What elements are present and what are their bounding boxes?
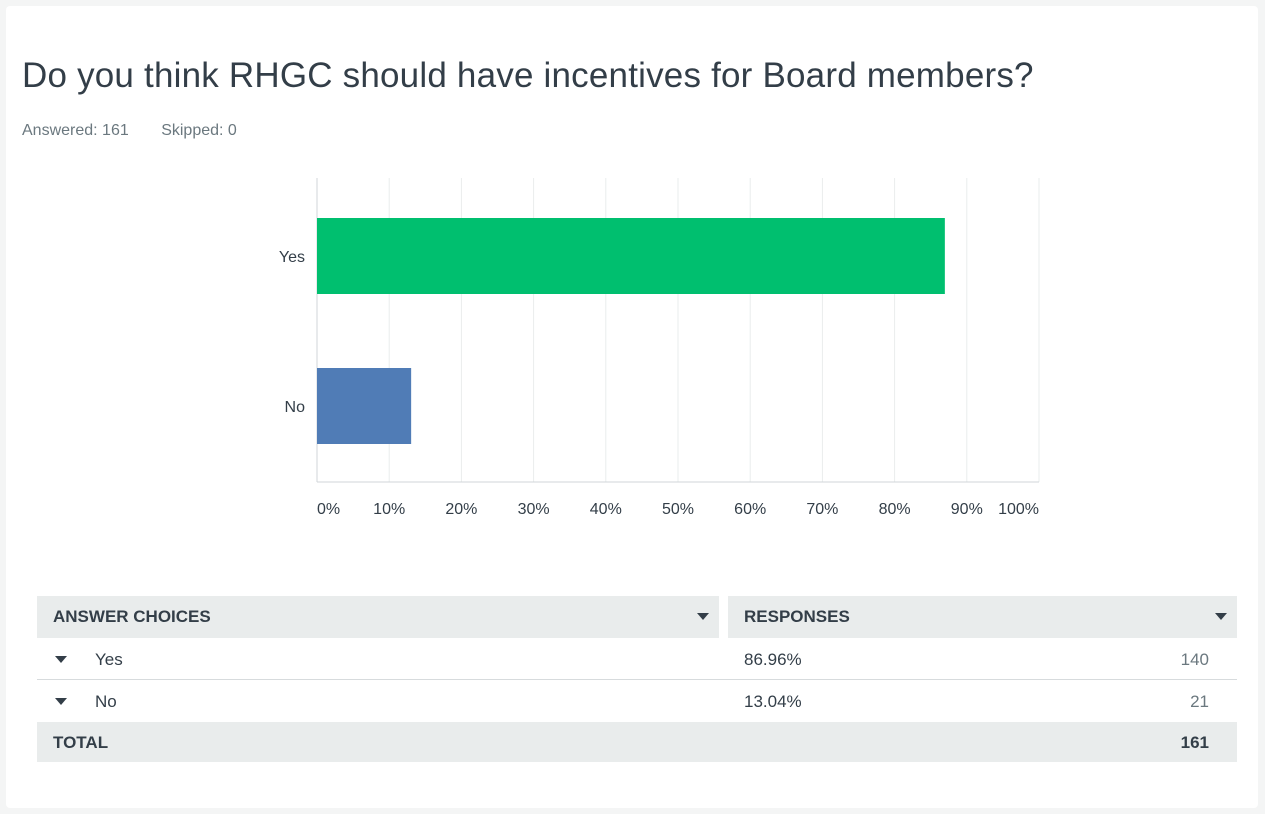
answer-label: Yes (95, 650, 123, 669)
expand-caret-icon[interactable] (55, 698, 67, 705)
x-tick-label: 90% (951, 501, 983, 518)
response-percent: 13.04% (744, 692, 802, 711)
responses-header[interactable]: RESPONSES (728, 596, 1237, 638)
x-tick-label: 10% (373, 501, 405, 518)
response-summary: Answered: 161 Skipped: 0 (22, 122, 237, 140)
x-tick-label: 50% (662, 501, 694, 518)
sort-caret-icon[interactable] (1215, 613, 1227, 620)
x-tick-label: 60% (734, 501, 766, 518)
total-count: 161 (1180, 733, 1209, 752)
answer-choices-header-label: ANSWER CHOICES (53, 607, 211, 626)
x-tick-label: 70% (806, 501, 838, 518)
x-tick-label: 100% (998, 501, 1039, 518)
x-tick-label: 80% (879, 501, 911, 518)
expand-caret-icon[interactable] (55, 656, 67, 663)
total-row: TOTAL 161 (37, 722, 1237, 762)
bar-no (317, 368, 412, 444)
question-title: Do you think RHGC should have incentives… (22, 56, 1034, 95)
x-tick-label: 0% (317, 501, 340, 518)
total-label: TOTAL (53, 733, 109, 752)
responses-header-label: RESPONSES (744, 607, 850, 626)
x-tick-label: 30% (518, 501, 550, 518)
category-label: Yes (279, 249, 305, 266)
answered-count: Answered: 161 (22, 122, 129, 139)
category-label: No (285, 399, 306, 416)
x-tick-label: 40% (590, 501, 622, 518)
response-percent: 86.96% (744, 650, 802, 669)
answer-label: No (95, 692, 117, 711)
question-card: Do you think RHGC should have incentives… (6, 6, 1258, 808)
bar-yes (317, 218, 945, 294)
results-table: ANSWER CHOICES RESPONSES Yes 86.96% 140 … (37, 596, 1237, 762)
response-count: 140 (1180, 650, 1209, 669)
table-header: ANSWER CHOICES RESPONSES (37, 596, 1237, 638)
sort-caret-icon[interactable] (697, 613, 709, 620)
response-count: 21 (1190, 692, 1209, 711)
skipped-count: Skipped: 0 (161, 122, 237, 139)
table-row: Yes 86.96% 140 (37, 638, 1237, 680)
answer-choices-header[interactable]: ANSWER CHOICES (37, 596, 719, 638)
table-row: No 13.04% 21 (37, 680, 1237, 722)
x-tick-label: 20% (445, 501, 477, 518)
